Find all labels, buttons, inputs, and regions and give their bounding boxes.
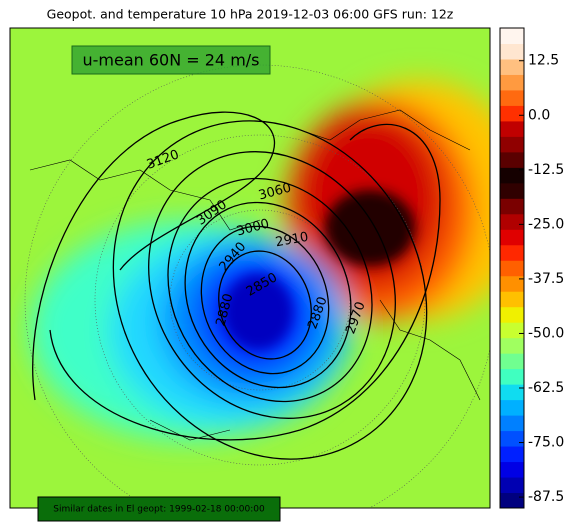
colorbar-band	[500, 74, 524, 91]
colorbar-band	[500, 492, 524, 509]
colorbar-tick-label: 12.5	[528, 53, 559, 69]
colorbar-band	[500, 120, 524, 137]
colorbar-band	[500, 384, 524, 401]
colorbar-band	[500, 151, 524, 168]
colorbar-band	[500, 353, 524, 370]
colorbar-band	[500, 477, 524, 494]
colorbar-tick-label: -37.5	[528, 271, 564, 287]
colorbar-band	[500, 43, 524, 60]
colorbar-band	[500, 198, 524, 215]
colorbar-tick-label: -12.5	[528, 162, 564, 178]
footer-box	[37, 496, 281, 522]
colorbar: 12.5 0.0 -12.5 -25.0 -37.5 -50.0 -62.5 -75.0 -87…	[499, 27, 564, 509]
colorbar-band	[500, 89, 524, 106]
colorbar-band	[500, 446, 524, 463]
colorbar-band	[500, 291, 524, 308]
colorbar-band	[500, 430, 524, 447]
colorbar-band	[500, 322, 524, 339]
colorbar-tick-label: -75.0	[528, 435, 564, 451]
colorbar-tick-label: -87.5	[528, 489, 564, 505]
footer: Similar dates in El geopt: 1999-02-18 00…	[53, 505, 265, 515]
colorbar-band	[500, 58, 524, 75]
colorbar-band	[500, 213, 524, 230]
colorbar-band	[500, 136, 524, 153]
colorbar-frame	[499, 27, 525, 509]
colorbar-band	[500, 229, 524, 246]
colorbar-band	[500, 182, 524, 199]
contour-label: 2910	[274, 230, 309, 251]
colorbar-band	[500, 260, 524, 277]
map	[10, 28, 490, 508]
colorbar-band	[500, 105, 524, 122]
title: Geopot. and temperature 10 hPa 2019-12-0…	[47, 7, 454, 22]
colorbar-band	[500, 461, 524, 478]
colorbar-tick-label: 0.0	[528, 107, 550, 123]
colorbar-band	[500, 337, 524, 354]
annotation: u-mean 60N = 24 m/s	[82, 51, 259, 70]
colorbar-band	[500, 167, 524, 184]
colorbar-band	[500, 28, 524, 44]
colorbar-tick-label: -25.0	[528, 216, 564, 232]
colorbar-band	[500, 368, 524, 385]
colorbar-band	[500, 399, 524, 416]
colorbar-band	[500, 306, 524, 323]
colorbar-band	[500, 415, 524, 432]
colorbar-band	[500, 244, 524, 261]
annotation-box	[71, 45, 271, 75]
colorbar-tick-label: -50.0	[528, 325, 564, 341]
colorbar-tick-label: -62.5	[528, 380, 564, 396]
colorbar-band	[500, 275, 524, 292]
